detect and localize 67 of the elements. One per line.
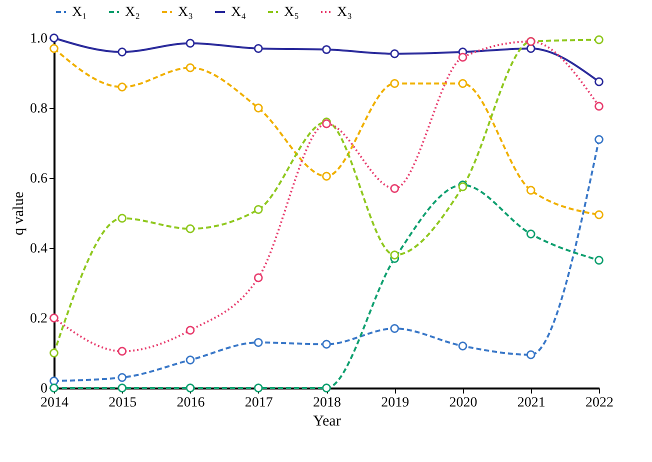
point [186,384,195,392]
point [594,35,604,44]
point [390,250,400,260]
y-tick-label: 0 [40,382,48,396]
point [254,44,263,53]
x-axis-title: Year [313,414,341,430]
y-tick-label: 0.4 [30,242,48,256]
point [458,52,468,62]
point [390,324,400,333]
point [322,172,331,181]
point [526,186,536,195]
x-tick-label: 2020 [449,396,478,410]
point [594,102,604,111]
legend-label: X₃ [178,5,194,20]
point [322,340,331,349]
point [458,342,468,350]
x-tick-label: 2022 [586,396,614,410]
point [594,135,604,144]
point [594,77,604,86]
point [594,256,604,265]
point [526,230,536,238]
y-tick-label: 0.8 [30,102,48,116]
point [186,63,195,72]
point [526,350,536,360]
point [186,38,195,48]
point [254,338,263,347]
x-tick-label: 2016 [176,396,205,410]
point [390,184,400,193]
point [390,49,400,58]
x-tick-label: 2019 [381,396,410,410]
point [458,79,468,88]
y-tick-label: 0.2 [30,312,48,326]
legend-label: X₅ [284,5,300,20]
point [118,48,127,56]
point [118,384,127,392]
point [118,346,127,356]
y-tick-label: 0.6 [30,172,48,186]
point [322,384,331,392]
x-tick-label: 2017 [244,396,273,410]
point [526,44,536,53]
point [118,373,127,382]
point [322,45,331,54]
point [186,224,195,234]
legend-label: X₃ [337,5,352,20]
point [594,210,604,220]
point [50,314,58,322]
y-tick-label: 1.0 [30,32,48,46]
point [50,44,58,53]
point [50,348,58,358]
x-tick-label: 2014 [40,396,68,410]
point [118,214,127,223]
point [254,273,263,282]
legend-label: X₄ [231,5,246,20]
point [254,384,263,392]
point [50,376,58,386]
legend-label: X₂ [125,5,140,20]
point [186,326,195,335]
point [118,82,127,92]
legend-label: X₁ [72,5,87,20]
x-tick-label: 2015 [108,396,137,410]
x-tick-label: 2018 [313,396,341,410]
point [254,104,263,112]
point [186,356,195,364]
point [390,79,400,88]
x-tick-label: 2021 [517,396,546,410]
y-axis-title: q value [11,191,27,236]
point [254,205,263,214]
